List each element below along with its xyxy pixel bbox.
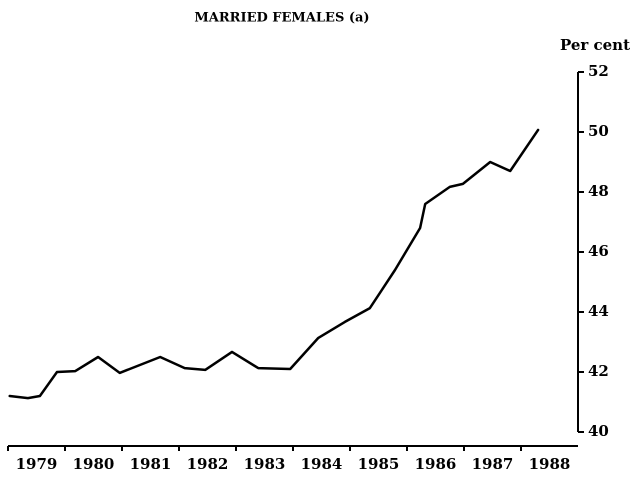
y-tick-label: 42 xyxy=(588,362,609,380)
y-tick-label: 50 xyxy=(588,122,609,140)
x-tick-label: 1982 xyxy=(187,455,229,473)
y-tick-label: 52 xyxy=(588,62,609,80)
x-tick-label: 1986 xyxy=(415,455,457,473)
y-tick-label: 48 xyxy=(588,182,609,200)
y-tick-label: 40 xyxy=(588,422,609,440)
y-tick-label: 46 xyxy=(588,242,609,260)
data-line xyxy=(8,128,540,400)
x-tick-label: 1985 xyxy=(358,455,400,473)
y-axis-label: Per cent xyxy=(560,36,630,54)
chart-title: MARRIED FEMALES (a) xyxy=(194,11,369,26)
x-tick-label: 1987 xyxy=(472,455,514,473)
x-tick-label: 1988 xyxy=(529,455,571,473)
x-tick-label: 1979 xyxy=(16,455,58,473)
x-tick-label: 1980 xyxy=(73,455,115,473)
y-tick-label: 44 xyxy=(588,302,609,320)
x-tick-label: 1981 xyxy=(130,455,172,473)
x-tick-label: 1983 xyxy=(244,455,286,473)
x-tick-label: 1984 xyxy=(301,455,343,473)
